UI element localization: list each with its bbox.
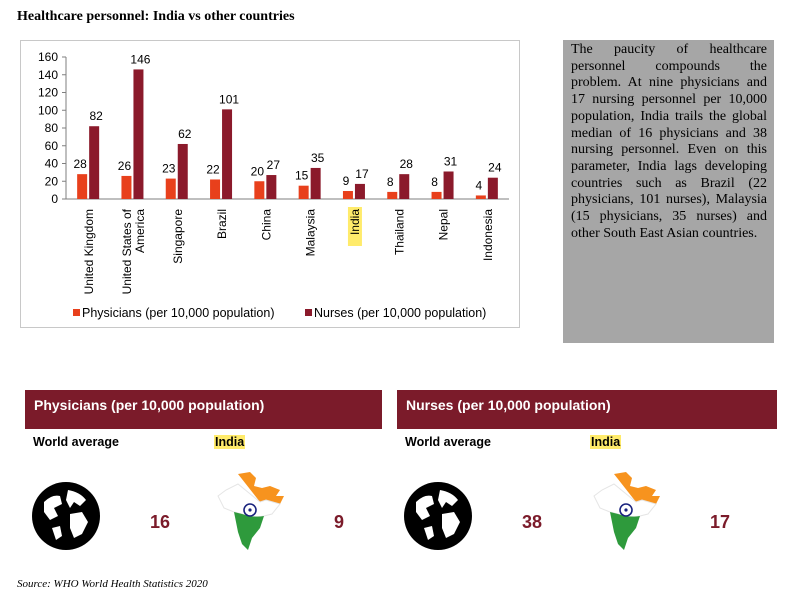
y-tick-label: 40 [45,157,59,171]
y-tick-label: 160 [38,50,58,64]
x-tick-label-group: Indonesia [481,209,495,261]
physicians-bar [210,179,221,199]
physicians-bar [254,181,265,199]
nurses-data-label: 17 [355,167,369,181]
nurses-india-label: India [590,435,622,449]
nurses-data-label: 82 [89,109,103,123]
nurses-bar [177,143,188,199]
nurses-data-label: 28 [400,157,414,171]
legend-swatch-nurses [305,309,312,316]
x-tick-label: India [348,209,362,235]
legend-swatch-physicians [73,309,80,316]
y-tick-label: 140 [38,68,58,82]
physicians-bar [298,185,309,199]
physicians-world-average-label: World average [33,435,119,449]
physicians-data-label: 22 [206,162,220,176]
nurses-bar [354,183,365,199]
nurses-world-value: 38 [522,512,543,532]
physicians-data-label: 20 [251,164,265,178]
nurses-india-label-text: India [590,435,622,449]
physicians-bar [77,174,88,199]
nurses-data-label: 101 [219,92,239,106]
x-tick-label-group: Singapore [171,209,185,264]
nurses-data-label: 35 [311,151,325,165]
x-tick-label: Brazil [215,209,229,239]
physicians-bar [431,191,442,199]
x-tick-label: America [133,209,147,253]
nurses-data-label: 62 [178,127,192,141]
nurses-bar [89,126,100,199]
y-tick-label: 0 [51,192,58,206]
bar-chart-svg: 0 20 40 60 80 100 120 140 160 28 82 United Kingdom 2… [38,50,509,320]
physicians-data-label: 8 [431,175,438,189]
legend-label-physicians: Physicians (per 10,000 population) [82,306,274,320]
physicians-india-value: 9 [334,512,345,532]
nurses-bar [310,167,321,199]
nurses-bar [443,171,454,199]
nurses-india-value: 17 [710,512,731,532]
source-note: Source: WHO World Health Statistics 2020 [17,578,208,590]
x-tick-label-group: Brazil [215,209,229,239]
x-tick-label-group: Nepal [437,209,451,240]
physicians-data-label: 9 [343,174,350,188]
x-tick-label: Thailand [392,209,406,255]
physicians-bar [387,191,398,199]
x-tick-label: China [259,209,273,241]
india-flag-map-icon [217,472,284,550]
y-tick-label: 80 [45,121,59,135]
physicians-bar [475,195,486,199]
physicians-bar [121,175,132,199]
x-tick-label-group: China [259,209,273,241]
commentary-text: The paucity of healthcare personnel comp… [563,40,774,343]
nurses-data-label: 27 [267,158,281,172]
physicians-india-label-text: India [214,435,246,449]
x-tick-label: United Kingdom [82,209,96,294]
nurses-panel-heading: Nurses (per 10,000 population) [397,390,777,429]
globe-icon [32,482,100,550]
page-title: Healthcare personnel: India vs other cou… [17,9,295,24]
india-highlight [347,207,362,246]
x-tick-label-group: United States of America [120,208,147,294]
x-tick-label: Nepal [437,209,451,240]
physicians-bar [342,191,353,199]
y-tick-label: 120 [38,86,58,100]
nurses-bar [133,69,144,199]
globe-icon [404,482,472,550]
physicians-india-label: India [214,435,246,449]
nurses-world-average-label: World average [405,435,491,449]
nurses-data-label: 31 [444,154,458,168]
physicians-data-label: 23 [162,162,176,176]
nurses-data-label: 24 [488,161,502,175]
physicians-bar [165,178,176,199]
x-tick-label: Malaysia [304,209,318,257]
physicians-data-label: 26 [118,159,132,173]
y-tick-label: 60 [45,139,59,153]
physicians-data-label: 4 [476,178,483,192]
nurses-bar [222,109,233,199]
nurses-data-label: 146 [130,52,150,66]
physicians-panel-heading: Physicians (per 10,000 population) [25,390,382,429]
y-tick-label: 20 [45,174,59,188]
x-tick-label-group: Thailand [392,209,406,255]
x-tick-label: Indonesia [481,209,495,261]
bar-chart: 0 20 40 60 80 100 120 140 160 28 82 United Kingdom 2… [20,40,520,328]
legend-label-nurses: Nurses (per 10,000 population) [314,306,486,320]
nurses-bar [266,175,277,199]
x-tick-label: Singapore [171,209,185,264]
nurses-bar [399,174,410,199]
y-tick-label: 100 [38,103,58,117]
x-tick-label-group: Malaysia [304,209,318,257]
physicians-data-label: 8 [387,175,394,189]
x-tick-label: United States of [120,208,134,294]
x-tick-label-group: United Kingdom [82,209,96,294]
x-tick-label-group: India [347,207,362,246]
physicians-data-label: 28 [73,157,87,171]
physicians-data-label: 15 [295,169,309,183]
india-flag-map-icon [593,472,660,550]
nurses-bar [487,177,498,199]
physicians-world-value: 16 [150,512,171,532]
